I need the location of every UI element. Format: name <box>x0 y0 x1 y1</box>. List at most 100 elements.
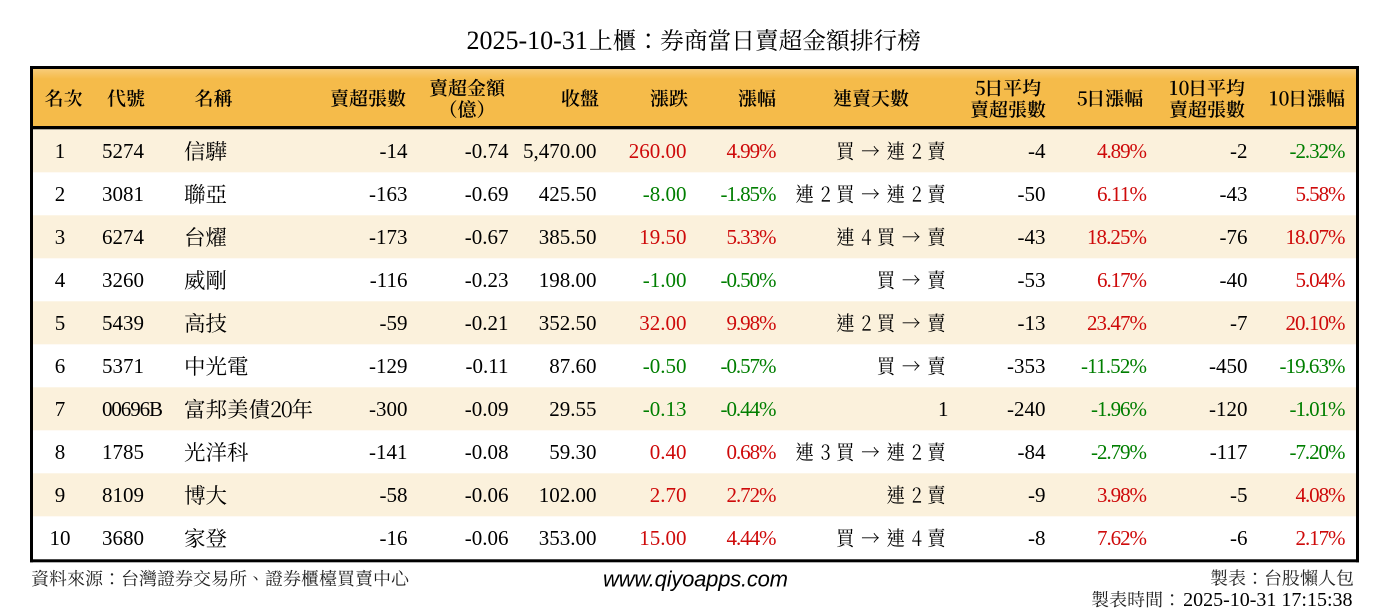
svg-text:260.00: 260.00 <box>629 139 687 163</box>
svg-text:102.00: 102.00 <box>539 483 597 507</box>
svg-text:6274: 6274 <box>102 225 145 249</box>
svg-text:5.04%: 5.04% <box>1296 268 1346 292</box>
svg-text:2.70: 2.70 <box>650 483 687 507</box>
svg-text:5,470.00: 5,470.00 <box>523 139 597 163</box>
svg-text:-11.52%: -11.52% <box>1081 354 1147 378</box>
svg-text:-117: -117 <box>1210 440 1248 464</box>
svg-text:6.17%: 6.17% <box>1097 268 1147 292</box>
svg-text:4.89%: 4.89% <box>1097 139 1147 163</box>
svg-text:-0.69: -0.69 <box>465 182 509 206</box>
svg-text:-1.85%: -1.85% <box>721 182 777 206</box>
svg-text:5.58%: 5.58% <box>1296 182 1346 206</box>
svg-text:3.98%: 3.98% <box>1097 483 1147 507</box>
svg-text:5: 5 <box>55 311 66 335</box>
svg-text:-141: -141 <box>369 440 408 464</box>
svg-text:-0.50: -0.50 <box>643 354 687 378</box>
svg-text:425.50: 425.50 <box>539 182 597 206</box>
svg-text:-0.74: -0.74 <box>465 139 509 163</box>
svg-text:-5: -5 <box>1230 483 1248 507</box>
svg-text:198.00: 198.00 <box>539 268 597 292</box>
svg-text:0.68%: 0.68% <box>727 440 777 464</box>
svg-text:-8: -8 <box>1028 526 1046 550</box>
svg-text:-7.20%: -7.20% <box>1290 440 1346 464</box>
svg-text:385.50: 385.50 <box>539 225 597 249</box>
svg-text:-0.13: -0.13 <box>643 397 687 421</box>
svg-text:-1.00: -1.00 <box>643 268 687 292</box>
svg-text:1: 1 <box>938 397 949 421</box>
svg-text:6: 6 <box>55 354 66 378</box>
svg-text:19.50: 19.50 <box>639 225 686 249</box>
svg-text:-19.63%: -19.63% <box>1280 354 1346 378</box>
svg-text:4.44%: 4.44% <box>727 526 777 550</box>
svg-text:-120: -120 <box>1209 397 1248 421</box>
svg-text:-163: -163 <box>369 182 408 206</box>
svg-text:-0.21: -0.21 <box>465 311 509 335</box>
svg-text:353.00: 353.00 <box>539 526 597 550</box>
svg-text:-129: -129 <box>369 354 408 378</box>
svg-text:-0.06: -0.06 <box>465 526 509 550</box>
svg-text:59.30: 59.30 <box>549 440 596 464</box>
svg-text:-6: -6 <box>1230 526 1248 550</box>
svg-text:-300: -300 <box>369 397 408 421</box>
svg-text:15.00: 15.00 <box>639 526 686 550</box>
svg-text:-13: -13 <box>1018 311 1046 335</box>
svg-text:18.07%: 18.07% <box>1286 225 1346 249</box>
svg-text:7: 7 <box>55 397 66 421</box>
svg-text:-173: -173 <box>369 225 408 249</box>
svg-text:www.qiyoapps.com: www.qiyoapps.com <box>603 567 788 592</box>
svg-text:-1.96%: -1.96% <box>1091 397 1147 421</box>
svg-text:-53: -53 <box>1018 268 1046 292</box>
svg-text:-353: -353 <box>1007 354 1046 378</box>
svg-text:10: 10 <box>50 526 71 550</box>
svg-text:29.55: 29.55 <box>549 397 596 421</box>
svg-text:-59: -59 <box>380 311 408 335</box>
svg-text:-0.67: -0.67 <box>465 225 509 249</box>
svg-text:-0.44%: -0.44% <box>721 397 777 421</box>
svg-text:2: 2 <box>55 182 66 206</box>
svg-text:-0.23: -0.23 <box>465 268 509 292</box>
svg-text:-4: -4 <box>1028 139 1046 163</box>
svg-text:4: 4 <box>55 268 66 292</box>
svg-text:4.08%: 4.08% <box>1296 483 1346 507</box>
svg-text:5439: 5439 <box>102 311 144 335</box>
svg-text:-450: -450 <box>1209 354 1248 378</box>
svg-text:-0.11: -0.11 <box>466 354 509 378</box>
svg-text:00696B: 00696B <box>102 397 163 421</box>
svg-text:-58: -58 <box>380 483 408 507</box>
svg-text:9: 9 <box>55 483 66 507</box>
svg-text:5371: 5371 <box>102 354 144 378</box>
svg-text:2025-10-31 17:15:38: 2025-10-31 17:15:38 <box>1183 589 1352 611</box>
svg-text:-9: -9 <box>1028 483 1046 507</box>
svg-text:1785: 1785 <box>102 440 144 464</box>
svg-text:352.50: 352.50 <box>539 311 597 335</box>
svg-text:-2.79%: -2.79% <box>1091 440 1147 464</box>
svg-text:18.25%: 18.25% <box>1087 225 1147 249</box>
svg-text:8: 8 <box>55 440 66 464</box>
svg-text:-43: -43 <box>1220 182 1248 206</box>
svg-text:-14: -14 <box>380 139 408 163</box>
svg-text:-1.01%: -1.01% <box>1290 397 1346 421</box>
svg-text:-0.08: -0.08 <box>465 440 509 464</box>
svg-text:-0.06: -0.06 <box>465 483 509 507</box>
svg-text:-40: -40 <box>1220 268 1248 292</box>
svg-text:7.62%: 7.62% <box>1097 526 1147 550</box>
svg-text:-2.32%: -2.32% <box>1290 139 1346 163</box>
svg-text:8109: 8109 <box>102 483 144 507</box>
svg-text:3: 3 <box>55 225 66 249</box>
svg-text:-2: -2 <box>1230 139 1248 163</box>
svg-text:-240: -240 <box>1007 397 1046 421</box>
svg-text:0.40: 0.40 <box>650 440 687 464</box>
svg-text:-0.09: -0.09 <box>465 397 509 421</box>
svg-text:2.72%: 2.72% <box>727 483 777 507</box>
svg-text:-116: -116 <box>370 268 408 292</box>
svg-text:-43: -43 <box>1018 225 1046 249</box>
svg-text:-8.00: -8.00 <box>643 182 687 206</box>
svg-text:9.98%: 9.98% <box>727 311 777 335</box>
svg-text:1: 1 <box>55 139 66 163</box>
svg-text:5274: 5274 <box>102 139 145 163</box>
svg-text:-76: -76 <box>1220 225 1248 249</box>
svg-text:23.47%: 23.47% <box>1087 311 1147 335</box>
svg-text:3680: 3680 <box>102 526 144 550</box>
svg-text:20.10%: 20.10% <box>1286 311 1346 335</box>
svg-text:6.11%: 6.11% <box>1097 182 1147 206</box>
